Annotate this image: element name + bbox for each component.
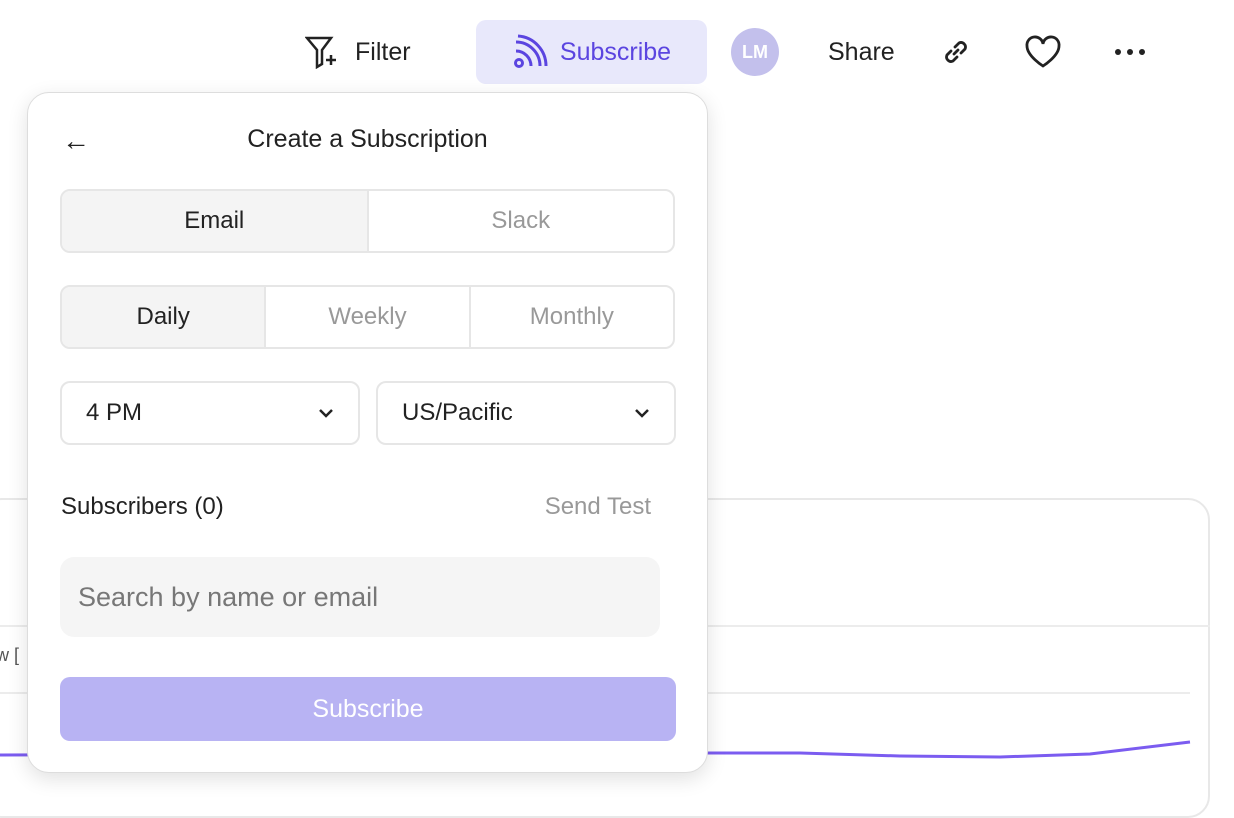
filter-button[interactable]: Filter: [305, 20, 411, 84]
link-icon: [945, 41, 967, 63]
create-subscription-popover: ← Create a Subscription Email Slack Dail…: [27, 92, 708, 773]
back-arrow-icon[interactable]: ←: [62, 125, 90, 156]
more-horizontal-icon: [1115, 49, 1145, 55]
channel-tabs: Email Slack: [60, 189, 675, 253]
tab-email[interactable]: Email: [62, 191, 367, 251]
avatar[interactable]: LM: [731, 28, 779, 76]
timezone-select[interactable]: US/Pacific: [376, 381, 676, 445]
favorite-button[interactable]: [1024, 20, 1062, 84]
tab-daily[interactable]: Daily: [62, 287, 265, 347]
more-options-button[interactable]: [1114, 20, 1146, 84]
subscribe-label: Subscribe: [559, 37, 672, 66]
chevron-down-icon: [635, 409, 649, 418]
share-button[interactable]: Share: [828, 37, 895, 66]
filter-label: Filter: [355, 37, 411, 66]
rss-icon: [513, 34, 548, 68]
subscribe-toolbar-button[interactable]: Subscribe: [476, 20, 707, 84]
tab-monthly[interactable]: Monthly: [468, 287, 673, 347]
time-select[interactable]: 4 PM: [60, 381, 360, 445]
subscribe-button[interactable]: Subscribe: [60, 677, 676, 741]
time-value: 4 PM: [86, 399, 143, 426]
popover-title: Create a Subscription: [247, 125, 488, 153]
partial-label: w [: [0, 645, 20, 665]
copy-link-button[interactable]: [940, 20, 972, 84]
filter-plus-icon: [305, 36, 336, 69]
subscribers-label: Subscribers (0): [61, 493, 224, 520]
tab-weekly[interactable]: Weekly: [264, 287, 468, 347]
tab-slack[interactable]: Slack: [366, 191, 674, 251]
subscriber-search-input[interactable]: [60, 557, 660, 637]
heart-icon: [1025, 35, 1061, 68]
timezone-value: US/Pacific: [402, 399, 513, 426]
frequency-tabs: Daily Weekly Monthly: [60, 285, 675, 349]
chevron-down-icon: [319, 409, 333, 418]
send-test-button[interactable]: Send Test: [544, 493, 651, 520]
